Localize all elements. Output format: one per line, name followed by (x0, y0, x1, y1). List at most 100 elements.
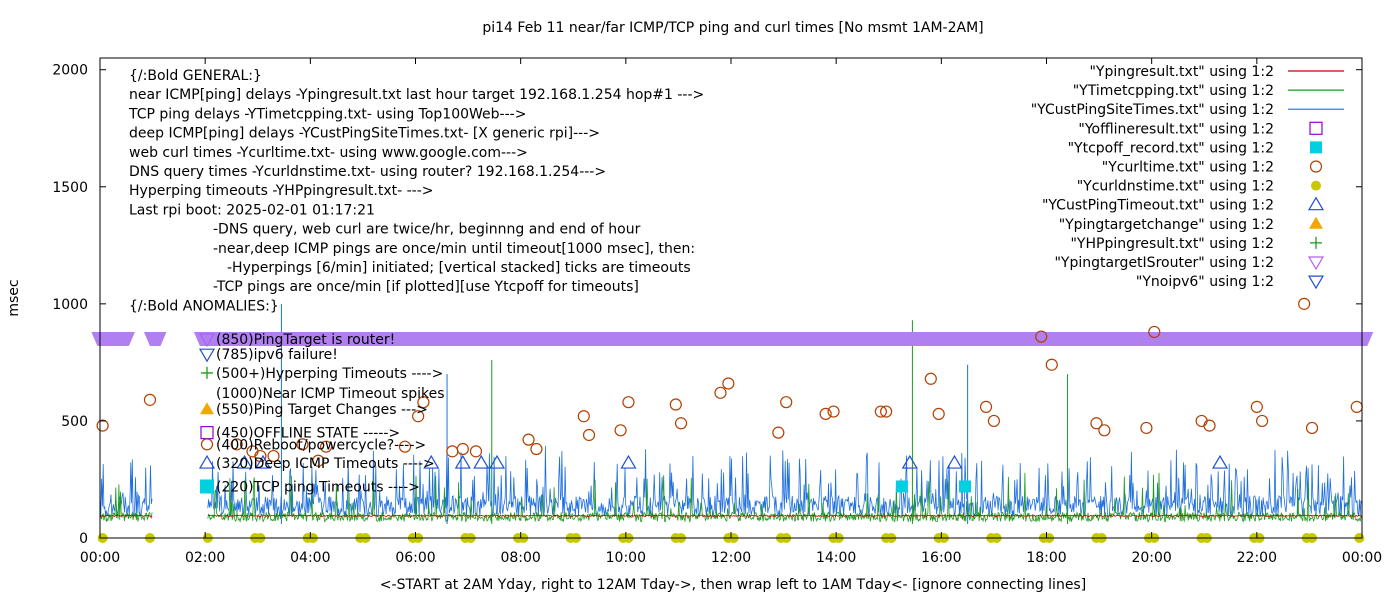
anomaly-label: (450)OFFLINE STATE -----> (216, 426, 400, 442)
x-tick-label: 06:00 (395, 550, 435, 566)
data-point (946, 454, 963, 469)
legend-key (1309, 160, 1323, 173)
data-point (1140, 421, 1153, 435)
annotation-line: DNS query times -Ycurldnstime.txt- using… (129, 164, 606, 180)
data-point (979, 400, 993, 413)
y-tick-label: 1500 (52, 180, 88, 196)
data-point (143, 393, 157, 406)
data-point (827, 405, 840, 418)
anomaly-label: (320)Deep ICMP Timeouts ----> (216, 456, 435, 472)
data-point (469, 445, 483, 458)
legend-label: "YpingtargetISrouter" using 1:2 (1054, 255, 1274, 271)
data-point (320, 440, 333, 453)
anomaly-key-marker (200, 426, 214, 440)
x-tick-label: 12:00 (711, 550, 751, 566)
x-tick-label: 20:00 (1131, 550, 1171, 566)
anomaly-label: (400)Reboot/powercycle?----> (216, 437, 426, 453)
annotation-line: deep ICMP[ping] delays -YCustPingSiteTim… (129, 126, 600, 142)
legend-label: "YCustPingSiteTimes.txt" using 1:2 (1031, 102, 1274, 118)
anomaly-key-marker (198, 454, 216, 469)
data-point (423, 454, 440, 469)
legend-label: "Ypingtargetchange" using 1:2 (1059, 217, 1274, 233)
data-point (398, 440, 412, 453)
annotation-line: -TCP pings are once/min [if plotted][use… (213, 279, 639, 295)
router-band-segment (143, 331, 167, 346)
anomaly-key-marker (198, 333, 216, 348)
anomaly-label: (550)Ping Target Changes ---> (216, 402, 428, 418)
legend: "Ypingresult.txt" using 1:2 "YTimetcpping… (1031, 64, 1344, 290)
data-point (901, 454, 918, 469)
data-point (1250, 400, 1263, 413)
series-line-deep-icmp (99, 445, 1363, 519)
data-point (1035, 330, 1048, 343)
data-point (1211, 454, 1229, 469)
data-point (874, 405, 887, 418)
legend-label: "Ycurltime.txt" using 1:2 (1102, 160, 1274, 176)
annotation-line: Last rpi boot: 2025-02-01 01:17:21 (129, 202, 375, 218)
router-band-segment (91, 331, 135, 346)
data-point (722, 377, 735, 390)
annotation-line: -near,deep ICMP pings are once/min until… (213, 241, 695, 257)
data-point (1098, 424, 1111, 437)
legend-label: "YCustPingTimeout.txt" using 1:2 (1042, 198, 1274, 214)
data-point (456, 442, 469, 456)
x-tick-label: 00:00 (80, 550, 120, 566)
series-line-tcp-ping (99, 472, 1363, 523)
legend-key (1310, 236, 1322, 249)
data-point (987, 414, 1001, 428)
legend-key (1307, 275, 1325, 290)
x-tick-label: 14:00 (816, 550, 856, 566)
data-point (819, 407, 832, 421)
legend-label: "Ytcpoff_record.txt" using 1:2 (1068, 140, 1274, 156)
data-point (267, 449, 280, 463)
data-point (780, 396, 793, 409)
data-point (895, 480, 908, 493)
data-point (924, 372, 937, 385)
data-point (254, 454, 272, 469)
legend-label: "Ycurldnstime.txt" using 1:2 (1077, 179, 1274, 195)
axes-layer (99, 57, 1363, 539)
series-layer (99, 303, 1363, 524)
annotation-line: -DNS query, web curl are twice/hr, begin… (213, 222, 641, 238)
legend-key (1310, 141, 1322, 154)
data-point (96, 419, 109, 432)
data-point (674, 417, 688, 430)
legend-key (1307, 196, 1325, 211)
anomaly-label: (850)PingTarget is router! (216, 332, 395, 348)
data-point (1298, 297, 1311, 310)
data-point (582, 428, 596, 442)
anomaly-key-marker (198, 348, 216, 363)
data-point (412, 410, 425, 423)
data-point (622, 396, 635, 409)
anomaly-label: (1000)Near ICMP Timeout spikes (216, 386, 445, 402)
anomaly-key-marker (200, 479, 214, 494)
anomaly-key-marker (201, 366, 213, 379)
data-point (1203, 419, 1216, 432)
legend-label: "Yofflineresult.txt" using 1:2 (1078, 121, 1274, 137)
y-axis-label: msec (6, 279, 22, 316)
data-point (1045, 358, 1058, 371)
legend-label: "Ynoipv6" using 1:2 (1136, 274, 1274, 290)
data-point (1350, 400, 1363, 413)
anomaly-label: (220)TCP ping Timeouts ----> (216, 479, 420, 495)
chart-title: pi14 Feb 11 near/far ICMP/TCP ping and c… (482, 20, 983, 36)
data-point (1195, 414, 1208, 428)
annotation-line: {/:Bold ANOMALIES:} (129, 298, 279, 314)
x-tick-label: 00:00 (1342, 550, 1382, 566)
anomaly-label: (500+)Hyperping Timeouts ----> (216, 366, 443, 382)
legend-key (1311, 180, 1321, 191)
annotation-line: {/:Bold GENERAL:} (129, 68, 262, 84)
x-tick-label: 16:00 (921, 550, 961, 566)
y-tick-label: 1000 (52, 297, 88, 313)
data-point (620, 454, 637, 469)
x-tick-label: 04:00 (290, 550, 330, 566)
legend-key (1309, 121, 1323, 135)
legend-label: "Ypingresult.txt" using 1:2 (1089, 64, 1274, 80)
data-point (522, 433, 535, 446)
annotation-line: web curl times -Ycurltime.txt- using www… (129, 145, 528, 161)
data-point (454, 454, 471, 469)
annotation-line: near ICMP[ping] delays -Ypingresult.txt … (129, 87, 704, 103)
y-tick-label: 0 (79, 531, 88, 547)
x-tick-label: 18:00 (1026, 550, 1066, 566)
